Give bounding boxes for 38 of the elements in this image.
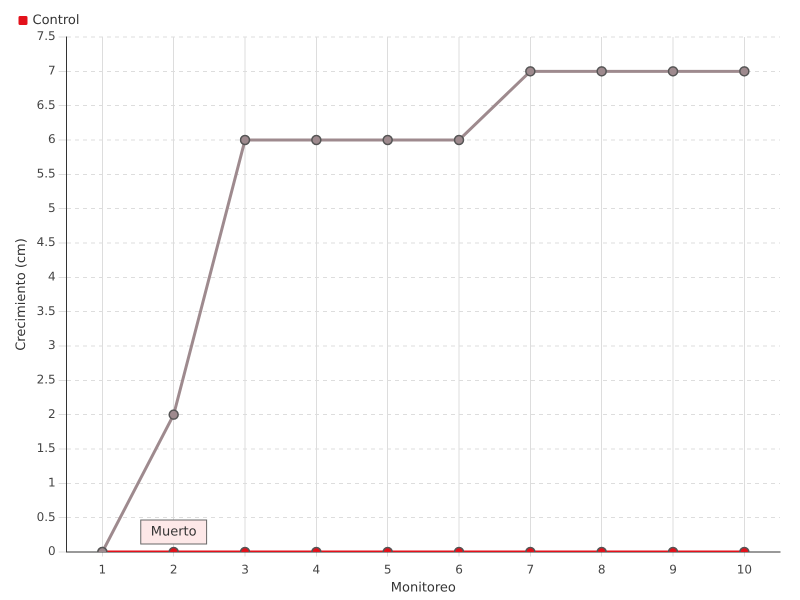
y-tick-label: 3.5 bbox=[36, 304, 56, 318]
x-axis-title: Monitoreo bbox=[390, 580, 456, 596]
point bbox=[739, 66, 750, 77]
x-tick-label: 9 bbox=[669, 562, 677, 576]
y-tick-label: 2 bbox=[48, 406, 56, 421]
y-tick-label: 1.5 bbox=[36, 441, 56, 456]
y-tick-label: 0 bbox=[48, 544, 56, 558]
y-tick-label: 5 bbox=[48, 200, 56, 215]
y-tick-label: 6.5 bbox=[36, 98, 56, 112]
x-tick-label: 6 bbox=[455, 562, 463, 576]
x-tick-label: 7 bbox=[526, 562, 534, 576]
x-tick-label: 4 bbox=[312, 562, 320, 576]
point bbox=[311, 134, 322, 146]
point bbox=[525, 66, 536, 77]
y-tick-label: 7.5 bbox=[36, 29, 56, 44]
y-tick-label: 2.5 bbox=[36, 372, 56, 386]
y-tick-label: 5.5 bbox=[36, 166, 56, 180]
x-tick-label: 2 bbox=[170, 562, 178, 576]
point bbox=[240, 134, 250, 146]
y-tick-label: 4.5 bbox=[36, 235, 56, 250]
y-tick-label: 3 bbox=[48, 338, 56, 352]
x-tick-label: 3 bbox=[241, 562, 249, 576]
annotation: Muerto bbox=[150, 524, 197, 540]
x-tick-label: 10 bbox=[736, 562, 752, 576]
y-tick-label: 1 bbox=[48, 475, 56, 490]
y-tick-label: 6 bbox=[48, 132, 56, 146]
y-axis-title: Crecimiento (cm) bbox=[14, 238, 30, 351]
y-tick-label: 4 bbox=[48, 269, 56, 284]
point bbox=[382, 134, 393, 146]
y-tick-label: 0.5 bbox=[36, 510, 56, 524]
point bbox=[454, 134, 464, 146]
x-tick-label: 5 bbox=[384, 562, 392, 576]
point bbox=[668, 66, 678, 77]
legend-label: Control bbox=[32, 12, 80, 28]
x-tick-label: 1 bbox=[98, 562, 106, 576]
x-tick-label: 8 bbox=[598, 562, 606, 576]
point bbox=[596, 66, 607, 77]
y-tick-label: 7 bbox=[48, 63, 56, 78]
